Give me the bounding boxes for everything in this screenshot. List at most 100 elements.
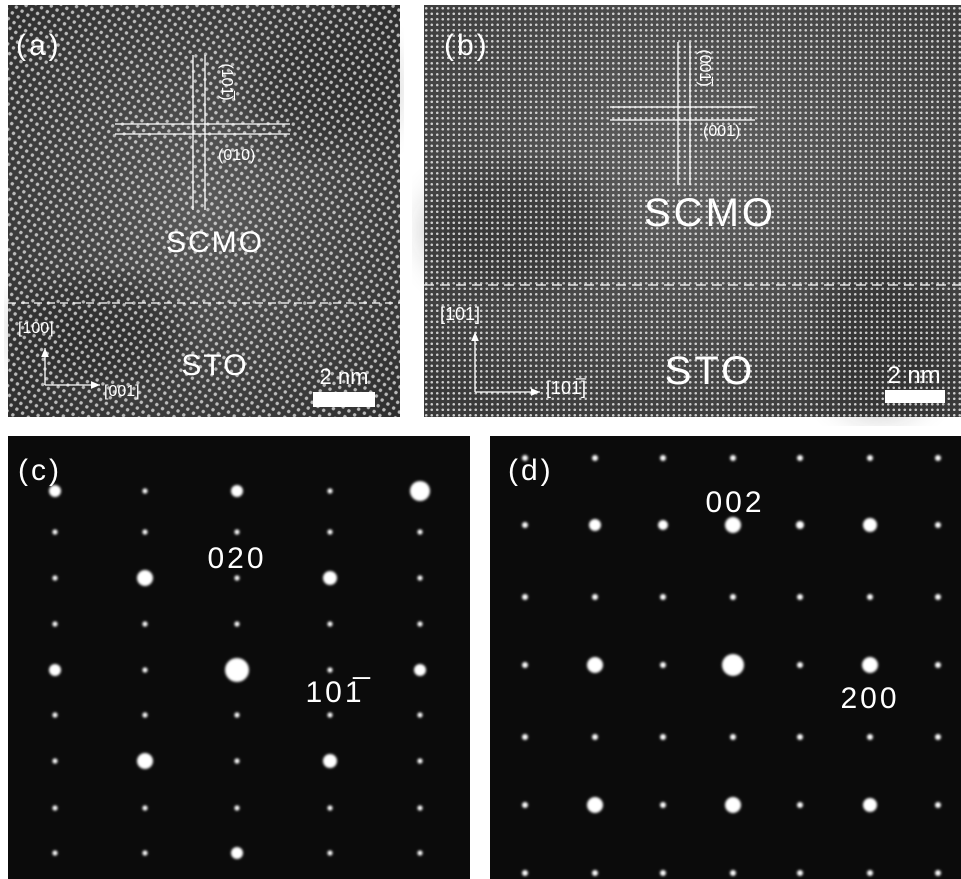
direction-label: [101̅] bbox=[546, 378, 587, 398]
diffraction-spot bbox=[225, 658, 249, 682]
diffraction-spot bbox=[327, 667, 332, 672]
diffraction-spot bbox=[327, 850, 332, 855]
diffraction-spot bbox=[935, 662, 941, 668]
plane-label: (001̅) bbox=[696, 49, 714, 86]
diffraction-spot bbox=[935, 802, 941, 808]
diffraction-spot bbox=[52, 712, 57, 717]
spot-index: 002 bbox=[705, 486, 764, 519]
diffraction-spot bbox=[863, 798, 877, 812]
scale-label: 2 nm bbox=[320, 364, 369, 389]
diffraction-spot bbox=[327, 805, 332, 810]
diffraction-spot bbox=[867, 870, 873, 876]
diffraction-spot bbox=[935, 870, 941, 876]
panel-label: (c) bbox=[18, 454, 62, 487]
diffraction-spot bbox=[797, 870, 803, 876]
diffraction-spot bbox=[935, 594, 941, 600]
diffraction-spot bbox=[231, 847, 243, 859]
diffraction-spot bbox=[730, 594, 736, 600]
direction-label: [101] bbox=[440, 304, 480, 324]
diffraction-spot bbox=[52, 621, 57, 626]
diffraction-spot bbox=[52, 758, 57, 763]
plane-label: (001) bbox=[703, 123, 740, 140]
diffraction-spot bbox=[660, 455, 666, 461]
diffraction-spot bbox=[52, 850, 57, 855]
diffraction-spot bbox=[231, 485, 243, 497]
spot-index: 020 bbox=[207, 542, 266, 575]
panel-b: (b) (001̅) (001) SCMO STO [101] [101̅] 2… bbox=[424, 5, 961, 417]
diffraction-spot bbox=[722, 654, 744, 676]
diffraction-spot bbox=[417, 712, 422, 717]
diffraction-spot bbox=[592, 870, 598, 876]
diffraction-spot bbox=[234, 529, 239, 534]
diffraction-spot bbox=[797, 662, 803, 668]
diffraction-pattern bbox=[8, 436, 470, 879]
diffraction-spot bbox=[52, 529, 57, 534]
diffraction-spot bbox=[137, 570, 153, 586]
diffraction-spot bbox=[867, 594, 873, 600]
diffraction-spot bbox=[797, 802, 803, 808]
diffraction-spot bbox=[797, 734, 803, 740]
diffraction-spot bbox=[522, 522, 528, 528]
diffraction-spot bbox=[234, 758, 239, 763]
diffraction-spot bbox=[660, 594, 666, 600]
diffraction-spot bbox=[658, 520, 668, 530]
diffraction-spot bbox=[142, 712, 147, 717]
diffraction-spot bbox=[660, 734, 666, 740]
diffraction-spot bbox=[797, 455, 803, 461]
diffraction-spot bbox=[935, 522, 941, 528]
diffraction-spot bbox=[327, 621, 332, 626]
layer-label: SCMO bbox=[166, 226, 264, 259]
direction-label: [100] bbox=[18, 320, 54, 337]
diffraction-spot bbox=[592, 594, 598, 600]
diffraction-spot bbox=[52, 805, 57, 810]
diffraction-spot bbox=[796, 521, 804, 529]
spot-index: 200 bbox=[840, 682, 899, 715]
spot-index: 101̅ bbox=[305, 676, 370, 709]
diffraction-spot bbox=[410, 481, 430, 501]
diffraction-spot bbox=[417, 758, 422, 763]
diffraction-spot bbox=[142, 621, 147, 626]
diffraction-spot bbox=[327, 488, 332, 493]
diffraction-spot bbox=[797, 594, 803, 600]
layer-label: STO bbox=[181, 349, 248, 382]
diffraction-spot bbox=[522, 802, 528, 808]
panel-c bbox=[8, 436, 470, 879]
diffraction-spot bbox=[234, 712, 239, 717]
scale-bar bbox=[313, 392, 375, 407]
diffraction-spot bbox=[862, 657, 878, 673]
diffraction-spot bbox=[137, 753, 153, 769]
diffraction-spot bbox=[234, 805, 239, 810]
diffraction-spot bbox=[417, 621, 422, 626]
diffraction-spot bbox=[142, 488, 147, 493]
diffraction-spot bbox=[414, 664, 426, 676]
diffraction-spot bbox=[323, 754, 337, 768]
diffraction-spot bbox=[725, 797, 741, 813]
diffraction-spot bbox=[417, 529, 422, 534]
diffraction-spot bbox=[592, 734, 598, 740]
diffraction-spot bbox=[660, 870, 666, 876]
diffraction-spot bbox=[725, 517, 741, 533]
diffraction-spot bbox=[863, 518, 877, 532]
panel-label: (b) bbox=[444, 29, 490, 62]
diffraction-spot bbox=[592, 455, 598, 461]
diffraction-spot bbox=[935, 455, 941, 461]
diffraction-spot bbox=[589, 519, 601, 531]
diffraction-spot bbox=[49, 664, 61, 676]
direction-label: [001] bbox=[104, 383, 140, 400]
diffraction-spot bbox=[417, 850, 422, 855]
diffraction-spot bbox=[327, 529, 332, 534]
diffraction-spot bbox=[234, 575, 239, 580]
diffraction-spot bbox=[587, 797, 603, 813]
diffraction-spot bbox=[522, 870, 528, 876]
layer-label: STO bbox=[665, 349, 756, 393]
figure: (a) (101̅) (010) SCMO STO [100] [001] 2 … bbox=[0, 0, 961, 879]
diffraction-spot bbox=[730, 734, 736, 740]
panel-a: (a) (101̅) (010) SCMO STO [100] [001] 2 … bbox=[8, 5, 400, 417]
diffraction-spot bbox=[142, 805, 147, 810]
panel-label: (d) bbox=[508, 454, 554, 487]
diffraction-spot bbox=[730, 870, 736, 876]
diffraction-spot bbox=[417, 805, 422, 810]
diffraction-spot bbox=[935, 734, 941, 740]
diffraction-spot bbox=[522, 662, 528, 668]
diffraction-spot bbox=[867, 455, 873, 461]
